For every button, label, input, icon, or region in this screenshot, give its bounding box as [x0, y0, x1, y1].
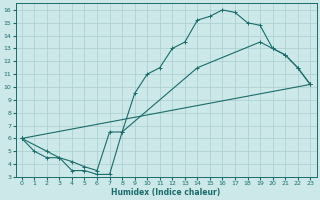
X-axis label: Humidex (Indice chaleur): Humidex (Indice chaleur) — [111, 188, 221, 197]
